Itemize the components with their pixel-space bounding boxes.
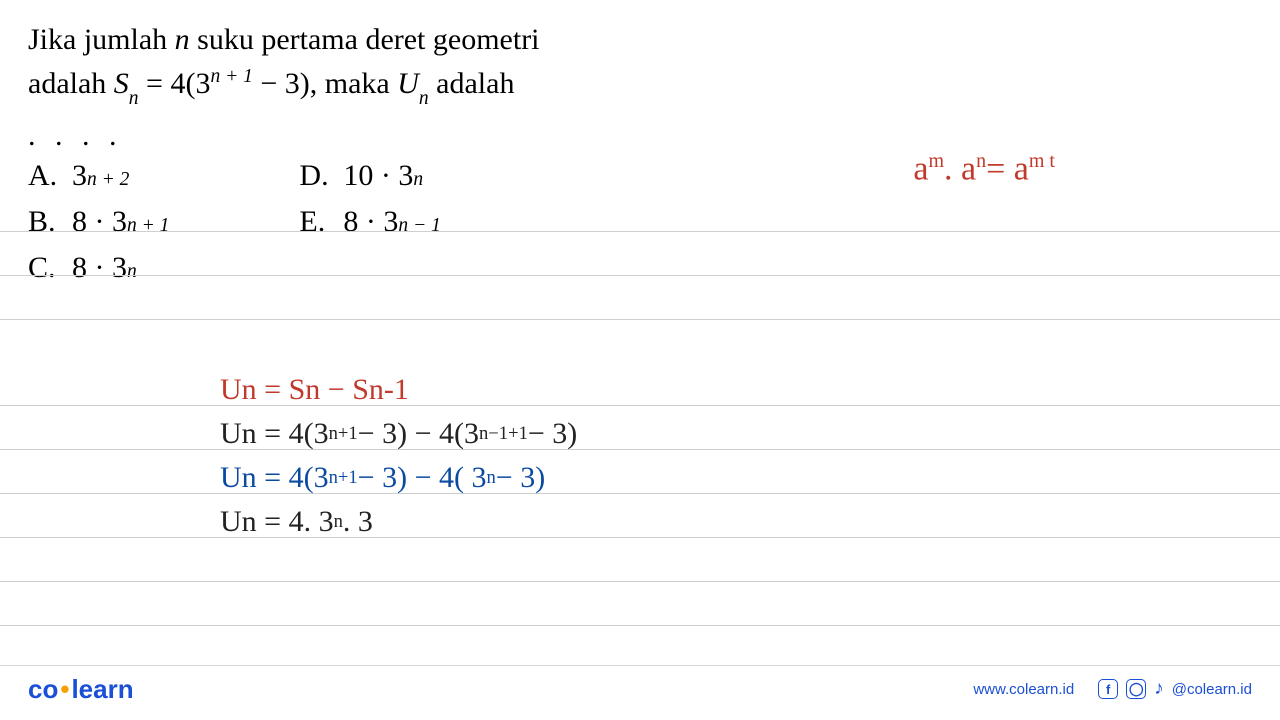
q-sup: n + 1 [210,66,252,87]
social-icons: f ◯ ♪ @colearn.id [1098,678,1252,700]
law-eq: = a [986,150,1029,187]
w2-s2: n−1+1 [479,423,528,445]
w2-a: Un = 4(3 [220,417,329,451]
tiktok-icon: ♪ [1154,678,1164,700]
q-sub-n: n [129,88,139,109]
w3-s2: n [487,467,496,489]
ruled-lines-lower [0,362,1280,626]
instagram-icon: ◯ [1126,679,1146,699]
logo-learn: learn [71,674,133,704]
work-line-1: Un = Sn − Sn-1 [220,368,577,412]
w2-s1: n+1 [329,423,358,445]
work-line-3: Un = 4(3n+1 − 3) − 4( 3n − 3) [220,456,577,500]
law-dot: . a [944,150,976,187]
q-eq: = 4(3 [139,67,211,100]
work-line-4: Un = 4. 3n. 3 [220,500,577,544]
w3-a: Un = 4(3 [220,461,329,495]
logo-co: co [28,674,58,704]
w3-c: − 3) [496,461,545,495]
q-line2-pre: adalah [28,67,114,100]
q-S: S [114,67,129,100]
w2-c: − 3) [528,417,577,451]
q-var-n: n [175,23,190,56]
q-U: U [397,67,419,100]
w3-b: − 3) − 4( 3 [358,461,487,495]
q-line1-pre: Jika jumlah [28,23,175,56]
q-post: adalah [429,67,515,100]
law-mt: m t [1029,150,1055,172]
q-mid: − 3), maka [253,67,397,100]
footer: co•learn www.colearn.id f ◯ ♪ @colearn.i… [0,668,1280,710]
law-n: n [976,150,986,172]
w4-a: Un = 4. 3 [220,505,334,539]
w4-s: n [334,511,343,533]
question-text: Jika jumlah n suku pertama deret geometr… [28,18,1252,109]
footer-url: www.colearn.id [973,681,1074,698]
logo-dot: • [58,674,71,704]
w3-s1: n+1 [329,467,358,489]
footer-separator [0,665,1280,666]
w4-b: . 3 [343,505,373,539]
w2-b: − 3) − 4(3 [358,417,479,451]
law-a1: a [913,150,928,187]
exponent-law-annotation: am. an= am t [913,150,1055,188]
facebook-icon: f [1098,679,1118,699]
footer-handle: @colearn.id [1172,681,1252,698]
brand-logo: co•learn [28,674,134,705]
law-m: m [928,150,944,172]
handwritten-work: Un = Sn − Sn-1 Un = 4(3n+1 − 3) − 4(3n−1… [220,368,577,544]
ellipsis: . . . . [28,119,1252,153]
ruled-lines-upper [0,188,1280,320]
q-line1-post: suku pertama deret geometri [190,23,540,56]
work-line-2: Un = 4(3n+1 − 3) − 4(3n−1+1 − 3) [220,412,577,456]
footer-right: www.colearn.id f ◯ ♪ @colearn.id [973,678,1252,700]
q-sub-n2: n [419,88,429,109]
